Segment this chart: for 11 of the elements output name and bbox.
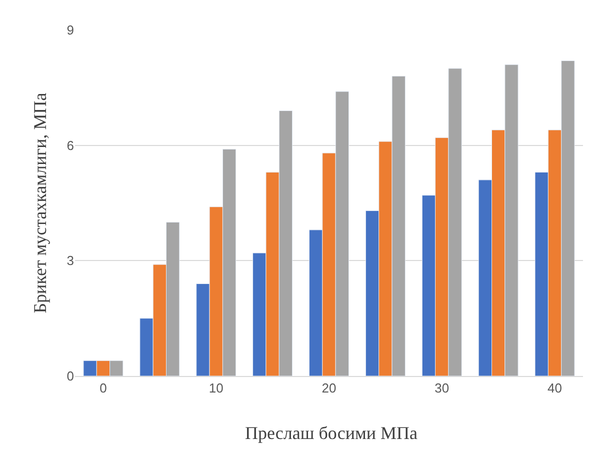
y-tick-label: 3 bbox=[66, 253, 74, 268]
x-tick-label: 20 bbox=[322, 380, 336, 396]
x-tick-label: 40 bbox=[548, 380, 562, 396]
y-axis-title: Брикет мустахкамлиги, МПа bbox=[30, 92, 50, 314]
x-tick-label: 0 bbox=[100, 380, 107, 396]
x-tick-label: 30 bbox=[434, 380, 450, 396]
x-tick-label: 10 bbox=[208, 380, 224, 396]
y-tick-label: 6 bbox=[66, 138, 74, 153]
x-axis-title: Преслаш босими МПа bbox=[245, 423, 418, 443]
y-tick-label: 0 bbox=[66, 368, 74, 384]
y-tick-label: 9 bbox=[66, 22, 74, 38]
